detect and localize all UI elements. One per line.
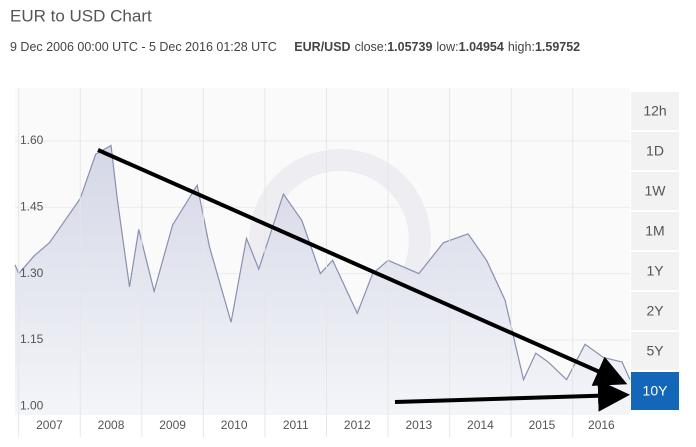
range-label[interactable]: 1Y [646, 263, 664, 279]
range-label[interactable]: 1W [645, 183, 667, 199]
range-button[interactable] [631, 372, 679, 410]
range-button[interactable] [631, 172, 679, 210]
range-label[interactable]: 1D [646, 143, 664, 159]
x-tick-label: 2007 [36, 418, 63, 432]
x-tick-label: 2009 [159, 418, 186, 432]
x-axis-band [15, 415, 630, 437]
line [14, 144, 631, 382]
range-button[interactable] [631, 92, 679, 130]
stat-value: 1.05739 [387, 40, 432, 54]
x-tick-label: 2008 [98, 418, 125, 432]
x-tick-label: 2013 [405, 418, 432, 432]
x-tick-label: 2012 [344, 418, 371, 432]
range-label[interactable]: 10Y [643, 383, 669, 399]
y-tick-label: 1.15 [20, 332, 44, 346]
range-label[interactable]: 2Y [646, 303, 664, 319]
pair: EUR/USD [294, 40, 350, 54]
subtitle: 9 Dec 2006 00:00 UTC - 5 Dec 2016 01:28 … [10, 40, 580, 54]
stat-label: high: [508, 40, 535, 54]
y-tick-label: 1.00 [20, 398, 44, 412]
range-label[interactable]: 1M [645, 223, 664, 239]
y-tick-label: 1.30 [20, 266, 44, 280]
stat-label: low: [436, 40, 458, 54]
x-tick-label: 2011 [283, 418, 309, 432]
range-label[interactable]: 5Y [646, 343, 664, 359]
range-button[interactable] [631, 292, 679, 330]
date-range: 9 Dec 2006 00:00 UTC - 5 Dec 2016 01:28 … [10, 40, 277, 54]
x-tick-label: 2010 [221, 418, 248, 432]
x-tick-label: 2015 [529, 418, 556, 432]
annotation-arrow [394, 379, 630, 412]
stat-value: 1.04954 [459, 40, 504, 54]
range-button[interactable] [631, 332, 679, 370]
stat-value: 1.59752 [535, 40, 580, 54]
area [15, 145, 630, 415]
x-tick-label: 2016 [588, 418, 615, 432]
range-button[interactable] [631, 212, 679, 250]
stat-label: close: [355, 40, 388, 54]
chart-title: EUR to USD Chart [10, 6, 152, 25]
range-button[interactable] [631, 252, 679, 290]
y-tick-label: 1.45 [20, 199, 44, 213]
annotation-arrow [97, 148, 628, 386]
x-tick-label: 2014 [467, 418, 494, 432]
range-label[interactable]: 12h [643, 103, 666, 119]
range-button[interactable] [631, 132, 679, 170]
y-tick-label: 1.60 [20, 133, 44, 147]
